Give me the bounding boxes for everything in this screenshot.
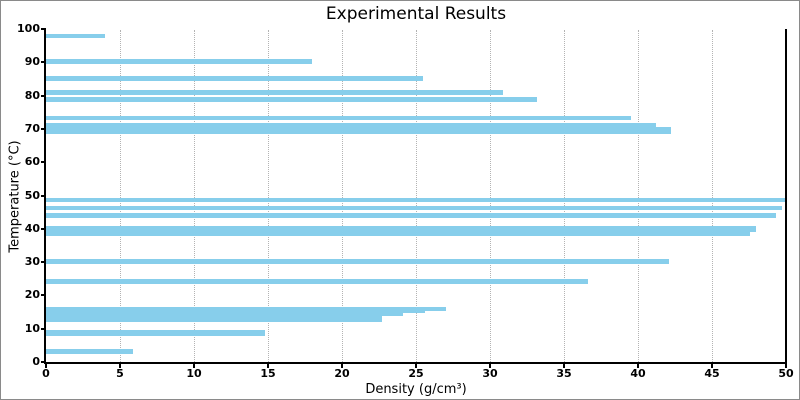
x-tick-label: 45: [704, 367, 720, 380]
bar: [46, 307, 446, 311]
y-tick-label: 70: [24, 121, 40, 135]
bar: [46, 58, 313, 65]
bar: [46, 310, 425, 314]
x-tick: [415, 364, 417, 368]
y-tick-label: 50: [24, 188, 40, 202]
bar: [46, 348, 134, 355]
gridline: [564, 30, 565, 362]
x-tick-label: 15: [260, 367, 276, 380]
bar: [46, 278, 588, 284]
y-tick-label: 80: [24, 88, 40, 102]
bar: [46, 34, 106, 39]
gridline: [490, 30, 491, 362]
bar: [46, 90, 504, 96]
x-tick: [637, 364, 639, 368]
y-tick-label: 40: [24, 221, 40, 235]
y-tick: [41, 28, 46, 30]
y-tick: [41, 194, 46, 197]
y-axis-spine: [44, 29, 46, 364]
bar: [46, 97, 538, 103]
y-tick-label: 20: [24, 288, 40, 302]
gridline: [638, 30, 639, 362]
x-axis-label: Density (g/cm³): [365, 382, 467, 397]
x-tick-label: 50: [778, 367, 794, 380]
x-tick: [341, 364, 343, 368]
bar: [46, 212, 776, 218]
bar: [46, 225, 757, 232]
bar: [46, 123, 656, 128]
y-tick-label: 30: [24, 255, 40, 269]
y-tick: [41, 294, 46, 297]
bar: [46, 75, 424, 81]
x-tick: [711, 364, 713, 368]
x-tick: [489, 364, 491, 368]
y-tick: [41, 227, 46, 230]
x-tick-label: 25: [408, 367, 424, 380]
y-tick: [41, 127, 46, 130]
bar: [46, 232, 751, 237]
x-axis-spine: [44, 362, 787, 364]
bar: [46, 313, 403, 317]
x-tick: [563, 364, 565, 368]
y-tick-label: 0: [32, 355, 40, 368]
bar: [46, 206, 782, 211]
y-tick-label: 60: [24, 155, 40, 169]
right-spine: [785, 29, 787, 364]
bar: [46, 258, 670, 264]
x-tick: [267, 364, 269, 368]
x-tick-label: 5: [116, 367, 124, 380]
y-tick-label: 10: [24, 321, 40, 335]
y-tick: [41, 261, 46, 264]
bar: [46, 316, 382, 322]
gridline: [268, 30, 269, 362]
y-tick-label: 90: [24, 55, 40, 69]
x-tick: [785, 364, 787, 368]
x-tick-label: 20: [334, 367, 350, 380]
bar: [46, 330, 266, 337]
bar: [46, 198, 785, 203]
gridline: [194, 30, 195, 362]
gridline: [416, 30, 417, 362]
gridline: [120, 30, 121, 362]
y-tick-label: 100: [17, 22, 40, 35]
y-tick: [41, 361, 46, 363]
bar: [46, 127, 671, 134]
x-tick-label: 35: [556, 367, 572, 380]
gridline: [342, 30, 343, 362]
y-tick: [41, 94, 46, 97]
x-tick-label: 10: [186, 367, 202, 380]
y-tick: [41, 161, 46, 164]
y-tick: [41, 61, 46, 64]
x-tick-label: 30: [482, 367, 498, 380]
x-tick: [119, 364, 121, 368]
x-tick-label: 0: [42, 367, 50, 380]
x-tick-label: 40: [630, 367, 646, 380]
gridline: [712, 30, 713, 362]
chart-title: Experimental Results: [325, 4, 507, 24]
x-tick: [193, 364, 195, 368]
y-tick: [41, 327, 46, 330]
bar: [46, 115, 631, 121]
plot-area: [46, 29, 786, 362]
x-tick: [45, 364, 47, 368]
